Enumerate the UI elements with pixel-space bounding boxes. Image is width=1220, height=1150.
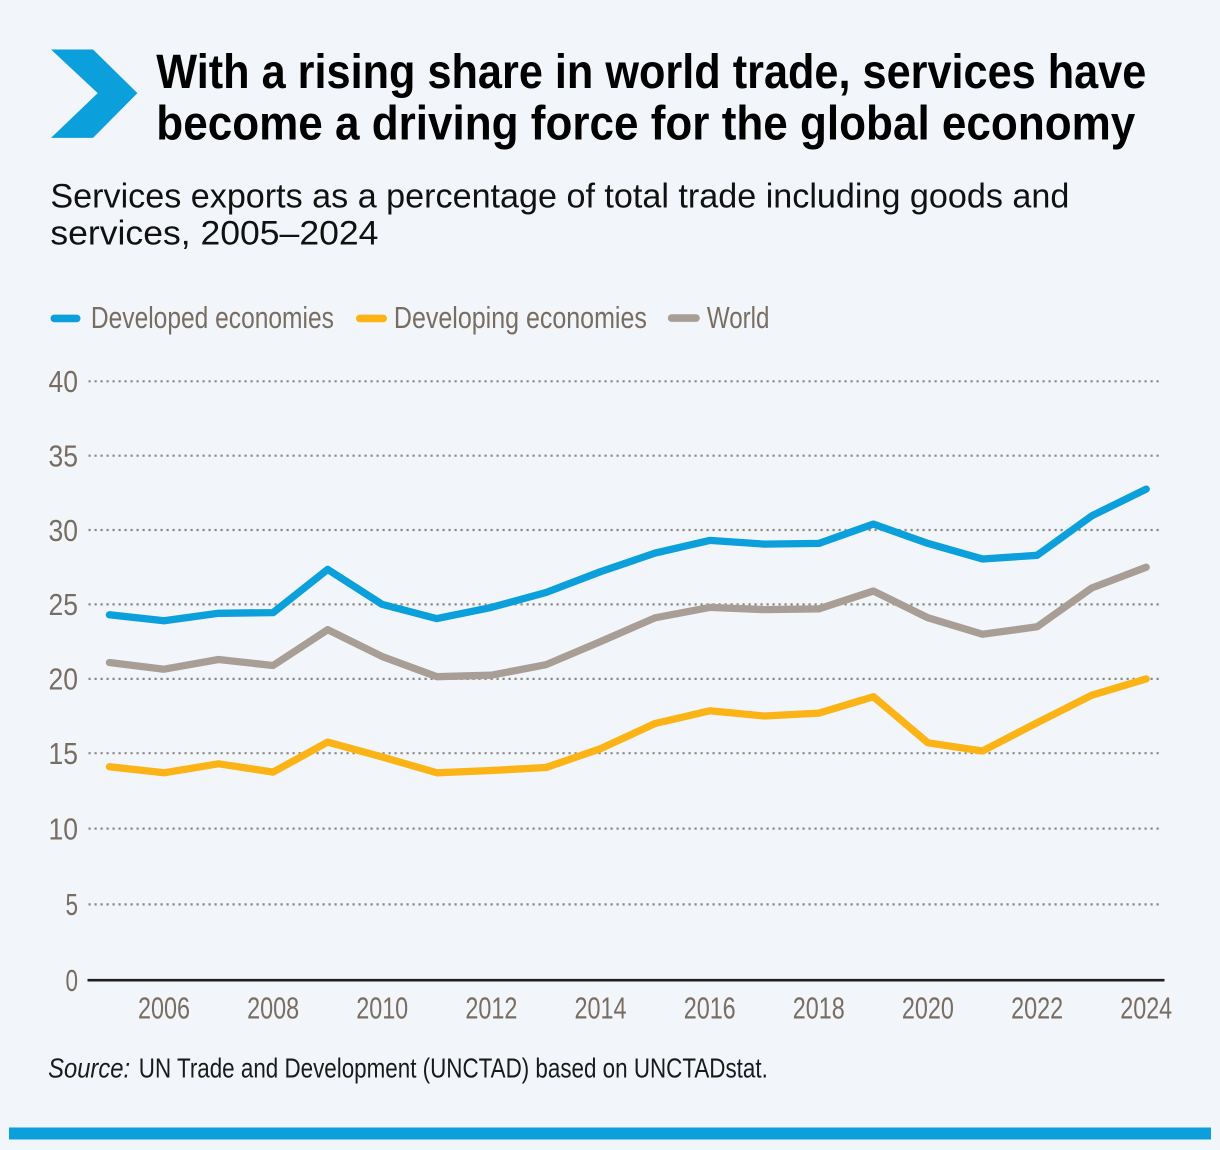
svg-text:Developing economies: Developing economies [394, 300, 647, 335]
svg-text:35: 35 [49, 439, 79, 474]
svg-text:Developed economies: Developed economies [91, 300, 334, 335]
svg-text:10: 10 [49, 811, 79, 846]
svg-text:30: 30 [49, 513, 79, 548]
svg-text:Services exports as a percenta: Services exports as a percentage of tota… [50, 178, 1069, 216]
svg-text:With a rising share in world t: With a rising share in world trade, serv… [156, 45, 1146, 99]
svg-text:2022: 2022 [1011, 991, 1063, 1026]
svg-text:2008: 2008 [247, 991, 299, 1026]
svg-text:15: 15 [49, 736, 79, 771]
svg-text:UN Trade and Development (UNCT: UN Trade and Development (UNCTAD) based … [139, 1053, 768, 1084]
svg-text:2010: 2010 [356, 991, 408, 1026]
svg-text:2024: 2024 [1120, 991, 1172, 1026]
svg-text:2018: 2018 [793, 991, 845, 1026]
svg-text:25: 25 [49, 587, 79, 622]
svg-text:0: 0 [66, 963, 79, 998]
svg-text:5: 5 [66, 887, 79, 922]
svg-text:20: 20 [49, 662, 79, 697]
svg-text:services, 2005–2024: services, 2005–2024 [50, 214, 378, 252]
svg-text:World: World [707, 300, 770, 335]
svg-text:Source:: Source: [48, 1053, 130, 1084]
svg-text:2020: 2020 [902, 991, 954, 1026]
svg-text:become a driving force for the: become a driving force for the global ec… [156, 97, 1135, 151]
svg-text:2014: 2014 [575, 991, 627, 1026]
svg-text:40: 40 [49, 364, 79, 399]
svg-text:2006: 2006 [138, 991, 190, 1026]
svg-text:2012: 2012 [465, 991, 517, 1026]
svg-text:2016: 2016 [684, 991, 736, 1026]
